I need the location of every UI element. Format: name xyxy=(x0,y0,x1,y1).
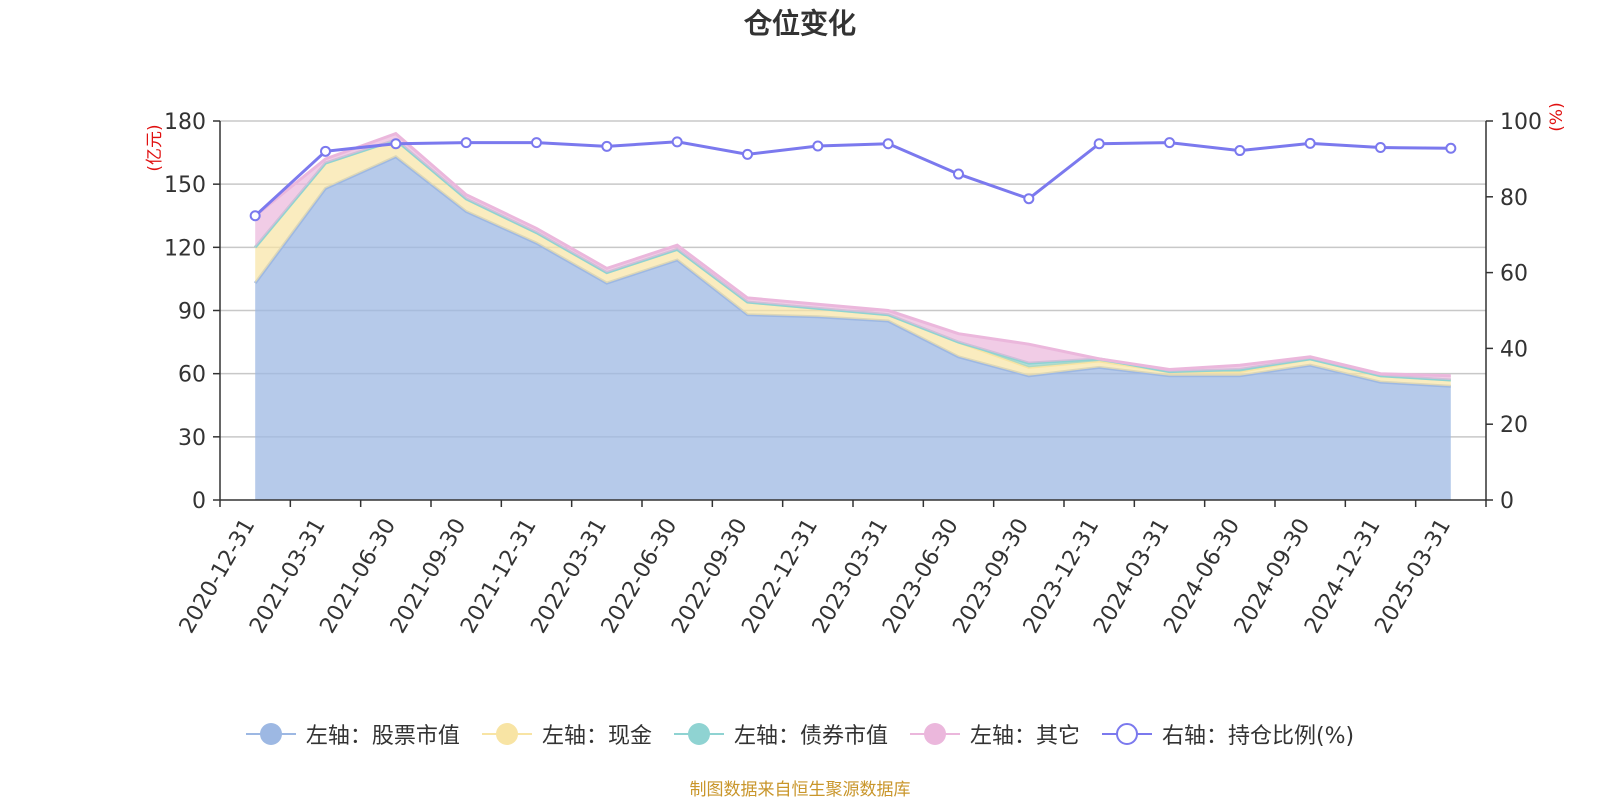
position-ratio-point xyxy=(812,140,824,152)
position-ratio-point xyxy=(1304,137,1316,149)
position-ratio-point xyxy=(320,145,331,157)
position-ratio-point xyxy=(1023,193,1035,205)
left-axis-tick-label: 60 xyxy=(178,363,206,388)
left-axis-unit-label: (亿元) xyxy=(145,124,165,171)
right-axis-unit-label: (%) xyxy=(1547,102,1567,131)
left-axis-tick-label: 30 xyxy=(178,426,206,451)
position-ratio-point xyxy=(249,210,261,222)
position-ratio-point xyxy=(1164,137,1175,149)
legend-item-position-ratio[interactable]: 右轴：持仓比例(%) xyxy=(1101,718,1355,750)
position-ratio-line xyxy=(254,140,1451,217)
left-axis-tick-label: 90 xyxy=(178,300,206,325)
legend-label-cash: 左轴：现金 xyxy=(541,724,652,749)
legend-swatch-position-ratio xyxy=(1101,722,1152,746)
position-ratio-point xyxy=(1445,142,1457,154)
right-axis-tick-label: 100 xyxy=(1500,110,1542,135)
legend-label-position-ratio: 右轴：持仓比例(%) xyxy=(1161,724,1355,749)
position-ratio-point xyxy=(460,137,472,149)
left-axis-tick-label: 0 xyxy=(192,489,206,514)
area-cash xyxy=(255,139,1451,387)
right-axis-tick-label: 40 xyxy=(1500,337,1528,362)
legend-item-bond[interactable]: 左轴：债券市值 xyxy=(673,718,888,750)
position-ratio-point xyxy=(1093,138,1105,150)
position-ratio-point xyxy=(1375,142,1386,154)
left-axis-tick-label: 150 xyxy=(164,173,206,198)
right-axis-tick-label: 60 xyxy=(1500,262,1528,287)
position-ratio-point xyxy=(882,138,894,150)
chart-title: 仓位变化 xyxy=(743,7,856,40)
position-ratio-point xyxy=(601,140,613,152)
legend-item-stock[interactable]: 左轴：股票市值 xyxy=(245,718,460,750)
position-ratio-point xyxy=(742,148,753,160)
position-ratio-point xyxy=(390,138,402,150)
area-stock xyxy=(255,156,1451,501)
position-ratio-point xyxy=(953,168,964,180)
right-axis-tick-label: 0 xyxy=(1500,489,1514,514)
legend-swatch-bond xyxy=(673,722,724,746)
position-ratio-point xyxy=(531,137,542,149)
position-ratio-point xyxy=(671,136,683,148)
legend: 左轴：股票市值 左轴：现金 左轴：债券市值 左轴：其它 右轴：持仓比例(%) xyxy=(0,718,1600,750)
legend-item-cash[interactable]: 左轴：现金 xyxy=(481,718,652,750)
legend-label-other: 左轴：其它 xyxy=(969,724,1080,749)
legend-swatch-stock xyxy=(245,722,296,746)
source-note: 制图数据来自恒生聚源数据库 xyxy=(689,780,911,800)
position-ratio-point xyxy=(1234,145,1246,157)
legend-swatch-other xyxy=(909,722,960,746)
legend-label-stock: 左轴：股票市值 xyxy=(305,724,460,749)
x-axis-tick-label: 2025-03-31 xyxy=(1370,515,1456,638)
right-axis-tick-label: 80 xyxy=(1500,186,1528,211)
right-axis-tick-label: 20 xyxy=(1500,413,1528,438)
left-axis-tick-label: 120 xyxy=(164,236,206,261)
legend-swatch-cash xyxy=(481,722,532,746)
legend-label-bond: 左轴：债券市值 xyxy=(733,724,888,749)
left-axis-tick-label: 180 xyxy=(164,110,206,135)
area-edge-line xyxy=(254,131,1451,378)
legend-item-other[interactable]: 左轴：其它 xyxy=(909,718,1080,750)
